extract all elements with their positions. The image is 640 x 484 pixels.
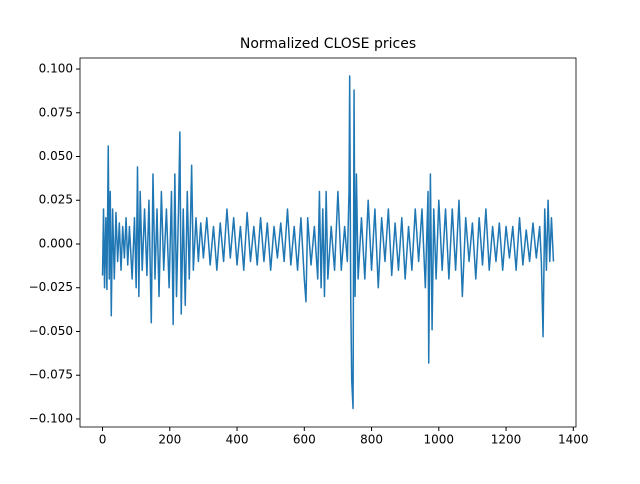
y-tick-label: −0.075 (29, 368, 73, 382)
x-tick-label: 600 (293, 433, 316, 447)
x-tick-label: 200 (158, 433, 181, 447)
chart-title: Normalized CLOSE prices (240, 36, 416, 52)
y-tick-label: −0.100 (29, 411, 73, 425)
y-tick-label: 0.025 (39, 193, 73, 207)
x-tick-label: 1400 (558, 433, 589, 447)
y-tick-label: 0.100 (39, 62, 73, 76)
y-tick-label: 0.050 (39, 149, 73, 163)
y-tick-label: 0.000 (39, 236, 73, 250)
x-tick-label: 1200 (491, 433, 522, 447)
x-tick-label: 1000 (424, 433, 455, 447)
y-tick-label: −0.025 (29, 280, 73, 294)
x-tick-label: 0 (99, 433, 107, 447)
plot-frame (79, 57, 577, 428)
x-tick-label: 800 (360, 433, 383, 447)
x-tick-label: 400 (226, 433, 249, 447)
y-tick-label: −0.050 (29, 324, 73, 338)
line (101, 75, 555, 410)
y-tick-label: 0.075 (39, 105, 73, 119)
